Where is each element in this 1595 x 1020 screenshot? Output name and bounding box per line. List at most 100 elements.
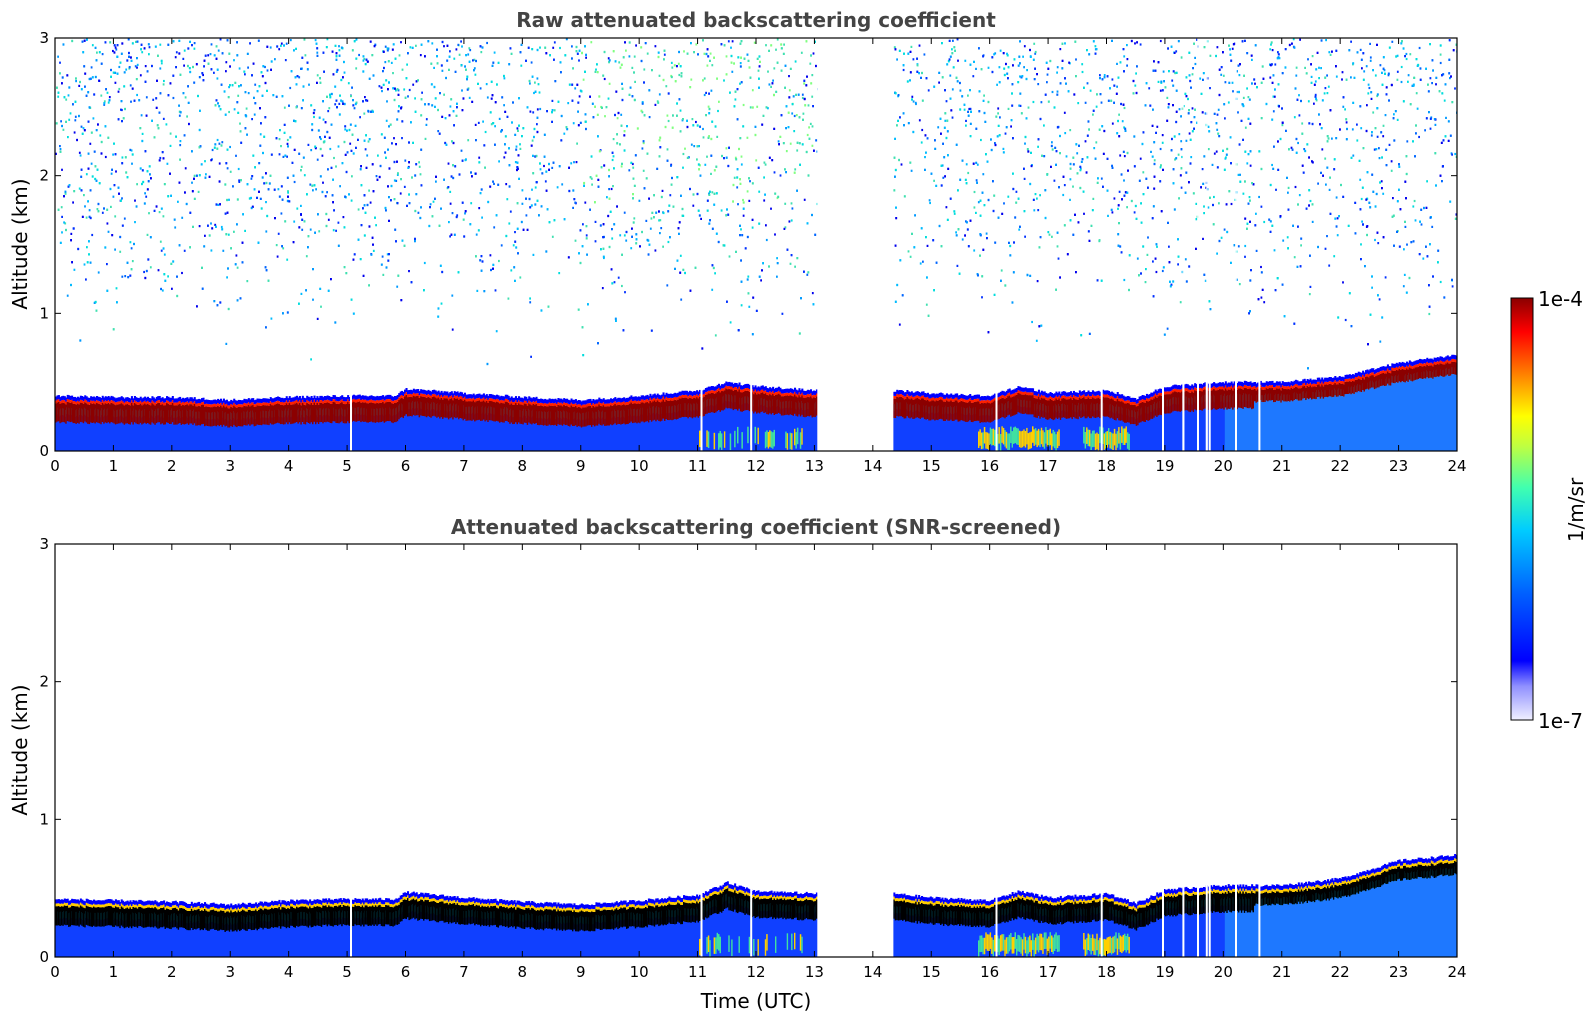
- noise-speck: [228, 52, 231, 55]
- noise-speck: [1324, 76, 1327, 79]
- noise-speck: [1379, 340, 1382, 343]
- noise-speck: [1375, 148, 1378, 151]
- noise-speck: [1396, 70, 1399, 73]
- noise-speck: [424, 137, 427, 140]
- noise-speck: [370, 253, 373, 256]
- noise-speck: [1404, 55, 1406, 58]
- noise-speck: [655, 211, 658, 214]
- noise-speck: [1152, 108, 1154, 111]
- noise-speck: [708, 107, 711, 111]
- noise-speck: [62, 43, 65, 46]
- noise-speck: [1178, 133, 1181, 136]
- noise-speck: [420, 148, 423, 151]
- noise-speck: [325, 46, 328, 49]
- noise-speck: [166, 162, 169, 165]
- noise-speck: [795, 93, 797, 96]
- noise-speck: [1269, 48, 1272, 51]
- noise-speck: [281, 95, 284, 98]
- noise-speck: [682, 214, 685, 217]
- noise-speck: [1297, 225, 1299, 228]
- noise-speck: [1023, 45, 1026, 48]
- noise-speck: [1088, 128, 1090, 131]
- noise-speck: [294, 76, 297, 79]
- noise-speck: [665, 85, 668, 88]
- noise-speck: [1231, 81, 1234, 84]
- noise-speck: [254, 83, 257, 86]
- noise-speck: [73, 268, 76, 271]
- noise-speck: [1163, 333, 1166, 336]
- noise-speck: [309, 228, 312, 231]
- noise-speck: [994, 52, 997, 55]
- noise-speck: [1379, 64, 1382, 67]
- noise-speck: [1099, 74, 1101, 77]
- noise-speck: [144, 192, 146, 195]
- noise-speck: [1424, 129, 1426, 132]
- noise-speck: [379, 164, 382, 168]
- noise-speck: [718, 100, 720, 103]
- noise-speck: [790, 202, 793, 205]
- noise-speck: [84, 205, 86, 208]
- noise-speck: [1315, 68, 1318, 71]
- noise-speck: [1359, 48, 1362, 51]
- noise-speck: [1036, 197, 1038, 200]
- noise-speck: [997, 216, 1000, 219]
- noise-speck: [776, 257, 778, 260]
- noise-speck: [1268, 218, 1271, 221]
- noise-speck: [1012, 64, 1014, 67]
- noise-speck: [646, 238, 649, 242]
- noise-speck: [628, 169, 631, 172]
- noise-speck: [1100, 101, 1103, 104]
- noise-speck: [1249, 220, 1251, 223]
- noise-speck: [767, 70, 769, 73]
- noise-speck: [740, 56, 742, 59]
- noise-speck: [141, 182, 143, 186]
- noise-speck: [95, 59, 98, 62]
- noise-speck: [758, 190, 761, 193]
- noise-speck: [78, 84, 81, 87]
- noise-speck: [714, 272, 716, 275]
- noise-speck: [322, 51, 325, 54]
- noise-speck: [431, 215, 434, 218]
- noise-speck: [198, 128, 201, 132]
- noise-speck: [1243, 74, 1245, 77]
- noise-speck: [959, 81, 961, 85]
- noise-speck: [396, 285, 399, 288]
- noise-speck: [1304, 149, 1307, 153]
- noise-speck: [543, 164, 545, 168]
- noise-speck: [163, 253, 166, 256]
- noise-speck: [203, 245, 206, 248]
- noise-speck: [140, 48, 142, 51]
- noise-speck: [393, 198, 396, 201]
- noise-speck: [683, 50, 685, 53]
- noise-speck: [335, 99, 338, 102]
- noise-speck: [1352, 101, 1355, 104]
- noise-speck: [1011, 83, 1014, 86]
- noise-speck: [628, 93, 631, 96]
- noise-speck: [1432, 275, 1434, 278]
- noise-speck: [660, 195, 663, 199]
- noise-speck: [1147, 236, 1149, 239]
- noise-speck: [420, 43, 423, 46]
- noise-speck: [1177, 255, 1180, 258]
- noise-speck: [517, 154, 520, 157]
- noise-speck: [1359, 208, 1362, 211]
- noise-speck: [448, 55, 451, 58]
- noise-speck: [238, 179, 240, 182]
- noise-speck: [537, 83, 540, 86]
- noise-speck: [368, 284, 370, 287]
- noise-speck: [1396, 118, 1399, 121]
- noise-speck: [329, 147, 332, 151]
- noise-speck: [121, 224, 124, 227]
- noise-speck: [1127, 169, 1129, 172]
- noise-speck: [789, 142, 792, 145]
- noise-speck: [1002, 147, 1005, 150]
- noise-speck: [666, 284, 669, 287]
- noise-speck: [1246, 222, 1249, 225]
- noise-speck: [300, 67, 302, 70]
- noise-speck: [219, 203, 221, 206]
- noise-speck: [335, 165, 337, 168]
- noise-speck: [1020, 112, 1023, 115]
- noise-speck: [362, 55, 365, 58]
- noise-speck: [338, 113, 341, 116]
- noise-speck: [618, 61, 621, 64]
